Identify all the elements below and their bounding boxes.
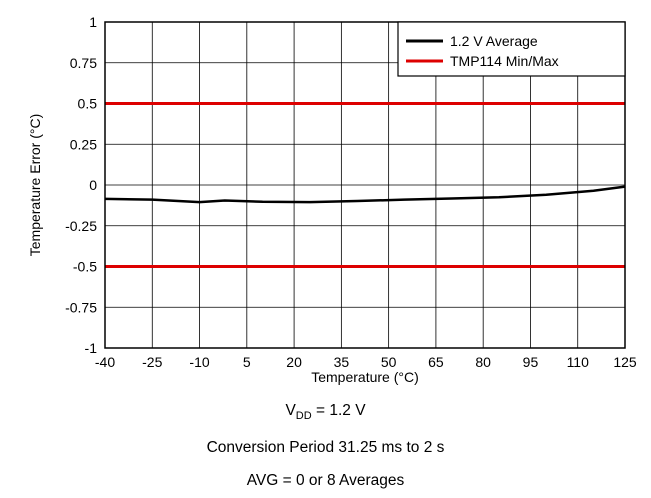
x-tick-label: 95 <box>523 354 539 370</box>
y-tick-label: -0.25 <box>65 218 97 234</box>
x-tick-label: 110 <box>567 354 590 370</box>
x-tick-label: 65 <box>428 354 444 370</box>
x-tick-labels: -40 -25 -10 5 20 35 50 65 80 95 110 125 <box>95 354 637 370</box>
y-tick-labels: 1 0.75 0.5 0.25 0 -0.25 -0.5 -0.75 -1 <box>65 14 97 356</box>
x-tick-label: 20 <box>286 354 302 370</box>
vdd-subscript: DD <box>295 410 312 423</box>
plot-frame <box>104 21 626 349</box>
legend: 1.2 V Average TMP114 Min/Max <box>397 21 626 77</box>
x-tick-label: -40 <box>95 354 115 370</box>
vdd-value: = 1.2 V <box>315 402 366 419</box>
vdd-condition: VDD = 1.2 V <box>0 402 651 422</box>
x-tick-label: 50 <box>381 354 397 370</box>
legend-box <box>397 21 626 77</box>
x-tick-label: -10 <box>189 354 209 370</box>
temperature-error-chart: -40 -25 -10 5 20 35 50 65 80 95 110 125 10.750.50.2… <box>27 14 637 385</box>
y-tick-label: -0.75 <box>65 299 97 315</box>
y-tick-label: 0.5 <box>78 96 98 112</box>
y-tick-label: 0.25 <box>70 136 97 152</box>
x-tick-label: -25 <box>142 354 162 370</box>
x-tick-label: 35 <box>334 354 350 370</box>
y-tick-label: -1 <box>85 340 98 356</box>
x-tick-label: 80 <box>475 354 491 370</box>
y-tick-label: -0.5 <box>73 259 97 275</box>
limit-lines <box>105 102 625 268</box>
series-lines <box>104 185 626 204</box>
x-tick-label: 5 <box>243 354 251 370</box>
vdd-symbol: V <box>285 402 296 419</box>
legend-label: TMP114 Min/Max <box>450 53 559 69</box>
average-series-line <box>104 185 626 204</box>
averaging-condition: AVG = 0 or 8 Averages <box>246 472 405 489</box>
x-tick-label: 125 <box>613 354 637 370</box>
legend-label: 1.2 V Average <box>450 33 538 49</box>
y-tick-label: 0.75 <box>70 55 97 71</box>
x-axis-label: Temperature (°C) <box>311 369 419 385</box>
y-tick-label: 0 <box>89 177 97 193</box>
conversion-period-condition: Conversion Period 31.25 ms to 2 s <box>206 439 445 456</box>
y-tick-label: 1 <box>89 14 97 30</box>
y-axis-label: Temperature Error (°C) <box>27 114 43 257</box>
